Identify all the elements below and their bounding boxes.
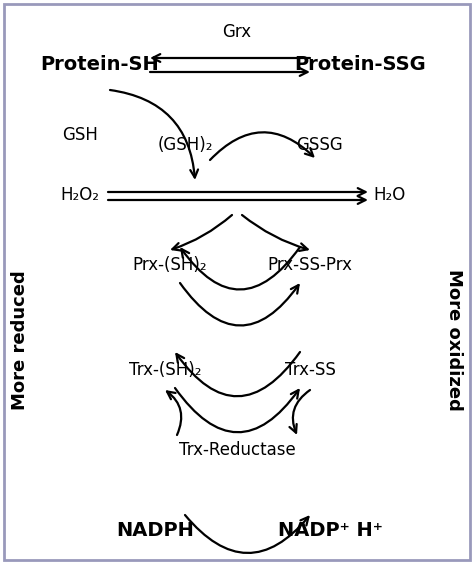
Text: Protein-SH: Protein-SH — [41, 55, 159, 74]
Text: Prx-SS-Prx: Prx-SS-Prx — [267, 256, 353, 274]
Text: Trx-(SH)₂: Trx-(SH)₂ — [129, 361, 201, 379]
Text: More reduced: More reduced — [11, 270, 29, 410]
Text: Trx-SS: Trx-SS — [284, 361, 336, 379]
Text: Grx: Grx — [222, 23, 252, 41]
Text: GSSG: GSSG — [297, 136, 343, 154]
Text: Prx-(SH)₂: Prx-(SH)₂ — [133, 256, 207, 274]
Text: H₂O₂: H₂O₂ — [61, 186, 100, 204]
Text: More oxidized: More oxidized — [445, 269, 463, 411]
Text: H₂O: H₂O — [374, 186, 406, 204]
Text: Protein-SSG: Protein-SSG — [294, 55, 426, 74]
Text: NADPH: NADPH — [116, 521, 194, 540]
Text: (GSH)₂: (GSH)₂ — [157, 136, 213, 154]
Text: Trx-Reductase: Trx-Reductase — [179, 441, 295, 459]
Text: GSH: GSH — [62, 126, 98, 144]
Text: NADP⁺ H⁺: NADP⁺ H⁺ — [278, 521, 383, 540]
